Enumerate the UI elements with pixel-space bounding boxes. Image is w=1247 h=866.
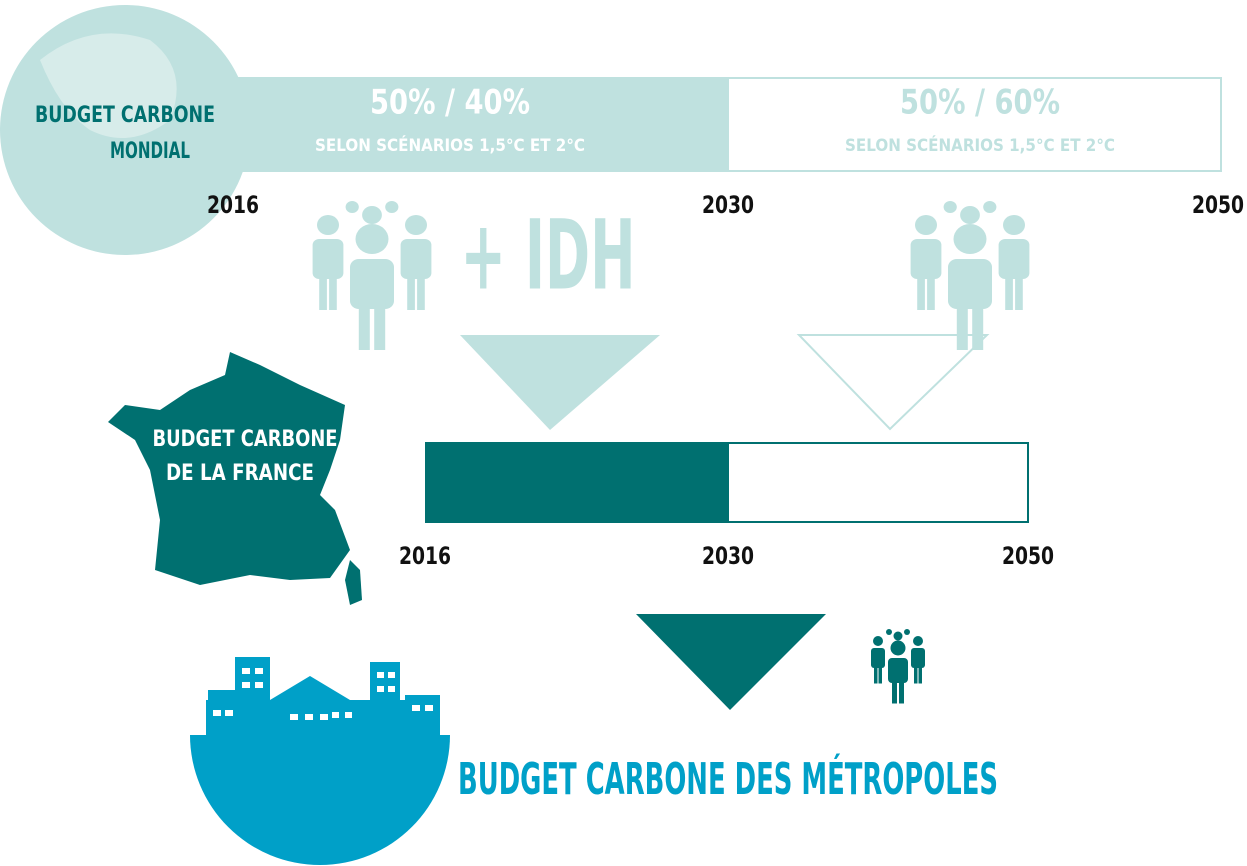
france-label: BUDGET CARBONE [153,427,338,452]
city-icon [190,657,450,865]
world-label: MONDIAL [110,139,190,164]
year-label: 2016 [207,191,259,219]
year-label: 2030 [702,542,754,570]
arrow-down [460,335,660,430]
bar-segment [235,77,728,172]
france-map [108,352,350,585]
segment-note: SELON SCÉNARIOS 1,5°C ET 2°C [315,134,585,156]
year-label: 2016 [399,542,451,570]
bar-segment [727,77,1222,172]
people-icon [312,201,432,350]
bar-segment [727,442,1029,523]
year-label: 2050 [1192,191,1244,219]
france-label: DE LA FRANCE [166,461,314,486]
corsica [345,560,362,605]
bar-segment [425,442,728,523]
people-icon [910,201,1030,350]
city-windows [213,668,433,720]
arrow-down [796,334,990,431]
criteria-label: + IDH [461,199,636,311]
year-label: 2050 [1002,542,1054,570]
segment-share: 50% / 60% [900,83,1060,123]
people-icon [871,629,925,704]
segment-note: SELON SCÉNARIOS 1,5°C ET 2°C [845,134,1115,156]
globe-land [40,33,177,139]
world-label: BUDGET CARBONE [35,103,215,128]
year-label: 2030 [702,191,754,219]
segment-share: 50% / 40% [370,83,530,123]
arrow-down [636,614,826,710]
metropoles-label: BUDGET CARBONE DES MÉTROPOLES [458,752,998,805]
